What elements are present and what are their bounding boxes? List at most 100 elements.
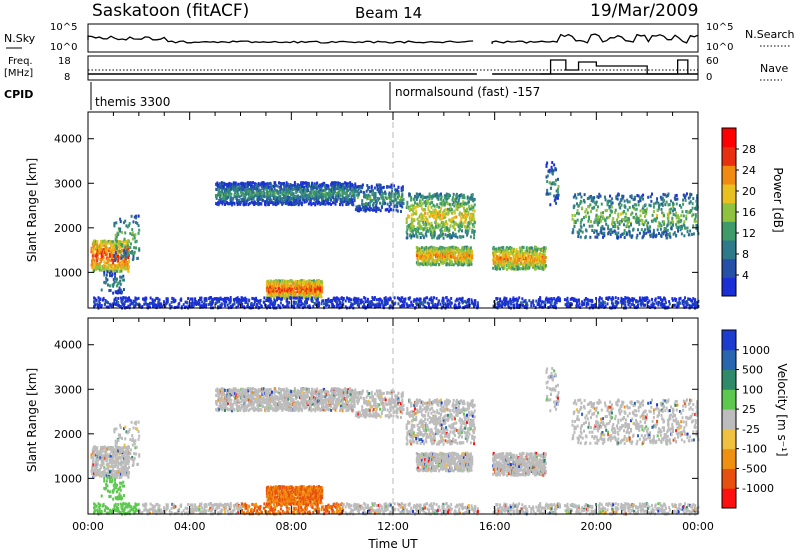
power-cell [111, 272, 114, 276]
power-cell [456, 208, 459, 212]
power-cell [257, 184, 260, 188]
power-cell [90, 263, 93, 267]
power-cell [298, 184, 301, 188]
power-cell [234, 181, 237, 185]
power-cell [470, 197, 473, 201]
power-cell [467, 200, 470, 204]
power-cell [610, 228, 613, 232]
power-cell [463, 216, 466, 220]
power-cell [271, 184, 273, 188]
power-cell [255, 202, 258, 206]
power-cell [338, 190, 341, 194]
power-cell [347, 189, 350, 193]
power-cell [297, 202, 300, 206]
power-cell [424, 232, 427, 236]
power-cell [98, 263, 101, 267]
power-cell [365, 208, 368, 212]
power-cell [452, 196, 455, 200]
power-cell [100, 268, 103, 272]
power-cell [603, 234, 606, 238]
power-cell [242, 197, 245, 201]
power-cell [248, 192, 251, 196]
power-cell [93, 247, 96, 251]
power-cell [315, 184, 318, 188]
power-cell [285, 185, 288, 189]
power-cell [689, 229, 692, 233]
power-cell [94, 261, 97, 265]
power-cell [549, 192, 552, 196]
power-cell [101, 254, 104, 258]
power-cell [280, 200, 283, 204]
power-cell [660, 224, 663, 228]
power-cell [666, 228, 669, 232]
power-cell [418, 263, 421, 267]
power-cell [427, 256, 430, 260]
power-cell [415, 209, 418, 213]
power-cell [301, 197, 304, 201]
power-cell [379, 183, 382, 187]
power-cell [417, 222, 420, 226]
power-cell [660, 234, 663, 238]
power-cell [447, 192, 450, 196]
power-cell [112, 291, 115, 295]
power-cell [257, 202, 260, 206]
power-cell [635, 207, 638, 211]
power-cell [516, 262, 519, 266]
power-cell [307, 294, 310, 298]
power-cell [95, 267, 98, 271]
power-cell [471, 197, 474, 201]
power-cell [652, 233, 655, 237]
power-cell [219, 183, 222, 187]
power-cell [448, 228, 451, 232]
power-cell [448, 194, 451, 198]
power-cell [547, 192, 550, 196]
power-cell [260, 194, 263, 198]
power-cell [95, 262, 98, 266]
power-cell [546, 161, 549, 165]
power-cell [128, 265, 131, 269]
power-cell [292, 192, 295, 196]
power-cell [318, 279, 321, 283]
power-cell [422, 235, 425, 239]
power-cell [351, 200, 354, 204]
power-cell [238, 188, 241, 192]
power-cell [589, 220, 592, 224]
power-cell [92, 257, 95, 261]
power-cell [288, 280, 291, 284]
power-cell [228, 181, 231, 185]
power-cell [257, 195, 260, 199]
power-cell [354, 183, 357, 187]
power-cell [102, 252, 105, 256]
power-cell [309, 185, 312, 189]
power-cell [322, 202, 325, 206]
power-cell [433, 213, 436, 217]
power-cell [317, 196, 320, 200]
power-cell [103, 270, 106, 274]
power-cell [451, 202, 454, 206]
power-cell [436, 246, 439, 250]
power-cell [122, 259, 125, 263]
power-cell [438, 262, 441, 266]
power-cell [221, 202, 224, 206]
power-cell [255, 184, 258, 188]
power-cell [610, 205, 613, 209]
power-cell [103, 250, 106, 254]
power-cell [320, 202, 323, 206]
power-cell [272, 296, 275, 300]
freq-tick-top: 18 [58, 56, 71, 67]
power-cell [220, 181, 223, 185]
power-cell [311, 182, 314, 186]
power-cell [311, 184, 314, 188]
power-cell [433, 233, 436, 237]
power-cell [119, 217, 122, 221]
power-cell [433, 251, 436, 255]
power-cell [267, 285, 270, 289]
power-cell [94, 303, 97, 307]
power-cell [134, 240, 137, 244]
power-cell [245, 192, 248, 196]
power-cell [457, 198, 460, 202]
power-cell [121, 267, 124, 271]
power-cell [655, 233, 658, 237]
power-cell [617, 193, 620, 197]
power-cell [281, 193, 284, 197]
